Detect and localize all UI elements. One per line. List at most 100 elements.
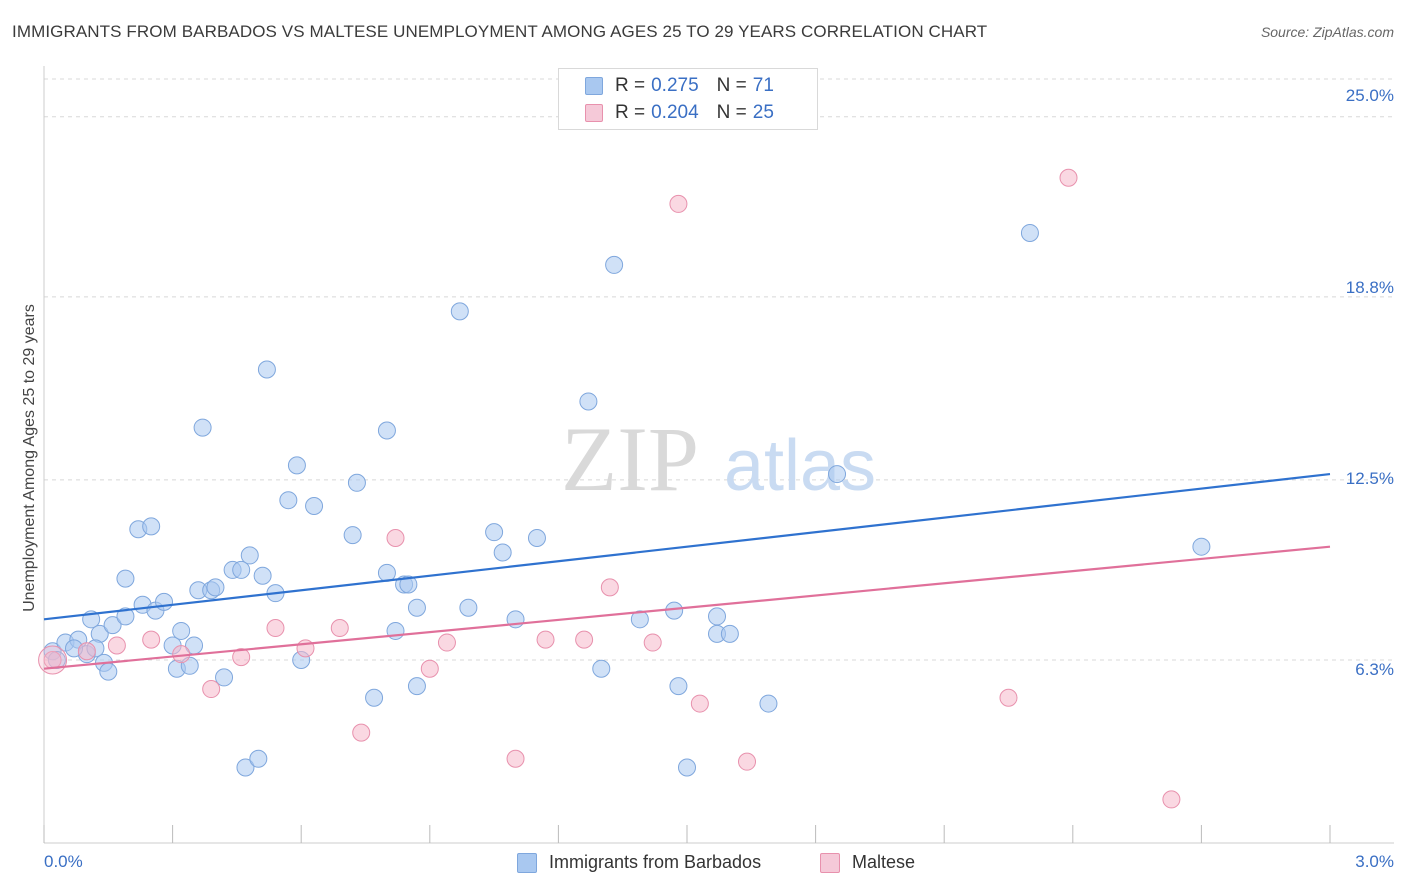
legend-item-barbados[interactable]: Immigrants from Barbados: [517, 852, 761, 873]
barbados-point: [116, 607, 135, 626]
barbados-point: [399, 575, 418, 594]
legend-swatch-blue: [585, 77, 603, 95]
x-tick-label-min: 0.0%: [44, 852, 83, 871]
legend-row-barbados: R = 0.275 N = 71: [585, 74, 774, 98]
barbados-point: [493, 543, 512, 562]
maltese-point: [600, 578, 619, 597]
barbados-point: [1192, 537, 1211, 556]
y-tick-label: 12.5%: [1345, 469, 1394, 488]
y-tick-label: 25.0%: [1345, 86, 1394, 105]
legend-item-label: Immigrants from Barbados: [549, 852, 762, 872]
maltese-point: [575, 630, 594, 649]
maltese-point: [202, 680, 221, 699]
maltese-point: [420, 659, 439, 678]
barbados-point: [630, 610, 649, 629]
barbados-point: [142, 517, 161, 536]
barbados-point: [236, 758, 255, 777]
barbados-point: [605, 255, 624, 274]
barbados-point: [343, 526, 362, 545]
legend-n-value: 71: [752, 75, 774, 96]
maltese-point: [536, 630, 555, 649]
maltese-point: [142, 630, 161, 649]
axis-layer: [43, 66, 1394, 844]
maltese-trend-line: [43, 545, 1331, 670]
barbados-trend-line: [43, 472, 1331, 621]
source-label: Source: ZipAtlas.com: [1260, 24, 1394, 40]
trend-layer: [43, 472, 1331, 670]
barbados-point: [1020, 223, 1039, 242]
barbados-point: [155, 592, 174, 611]
barbados-point: [759, 694, 778, 713]
legend-swatch-pink: [585, 104, 603, 122]
watermark-atlas: atlas: [724, 426, 876, 506]
maltese-point: [386, 528, 405, 547]
barbados-point: [450, 302, 469, 321]
maltese-point: [232, 648, 251, 667]
barbados-point: [377, 563, 396, 582]
points-layer: [38, 168, 1211, 809]
series-legend: Immigrants from Barbados Maltese: [0, 852, 1406, 878]
barbados-point: [828, 465, 847, 484]
maltese-point: [506, 749, 525, 768]
barbados-point: [527, 528, 546, 547]
barbados-point: [347, 473, 366, 492]
barbados-point: [305, 497, 324, 516]
legend-swatch-blue: [517, 852, 537, 873]
barbados-point: [116, 569, 135, 588]
barbados-point: [485, 523, 504, 542]
barbados-point: [708, 607, 727, 626]
maltese-point: [1059, 168, 1078, 187]
barbados-point: [720, 624, 739, 643]
maltese-point: [266, 619, 285, 638]
maltese-point: [669, 194, 688, 213]
legend-r-value: 0.204: [651, 102, 699, 123]
maltese-point: [738, 752, 757, 771]
barbados-point: [665, 601, 684, 620]
maltese-point: [77, 642, 96, 661]
barbados-point: [407, 677, 426, 696]
legend-item-maltese[interactable]: Maltese: [820, 852, 915, 873]
legend-item-label: Maltese: [852, 852, 916, 872]
barbados-point: [407, 598, 426, 617]
maltese-point: [690, 694, 709, 713]
barbados-point: [459, 598, 478, 617]
barbados-point: [253, 566, 272, 585]
barbados-point: [249, 749, 268, 768]
legend-swatch-pink: [820, 852, 840, 873]
legend-n-label: N =: [716, 102, 747, 123]
legend-r-value: 0.275: [651, 75, 699, 96]
correlation-legend: R = 0.275 N = 71 R = 0.204 N = 25: [558, 68, 818, 130]
barbados-point: [678, 758, 696, 777]
maltese-point: [107, 636, 126, 655]
watermark-zip: ZIP: [561, 408, 699, 510]
legend-row-maltese: R = 0.204 N = 25: [585, 101, 774, 125]
maltese-point: [999, 688, 1018, 707]
barbados-point: [193, 418, 212, 437]
barbados-point: [257, 360, 276, 379]
barbados-point: [240, 546, 259, 565]
maltese-point: [437, 633, 456, 652]
maltese-point: [643, 633, 662, 652]
barbados-point: [592, 659, 611, 678]
barbados-point: [287, 456, 306, 475]
barbados-point: [232, 560, 251, 579]
legend-n-value: 25: [752, 102, 774, 123]
y-tick-label: 6.3%: [1355, 660, 1394, 679]
maltese-point: [352, 723, 371, 742]
barbados-point: [99, 662, 118, 681]
chart-title: IMMIGRANTS FROM BARBADOS VS MALTESE UNEM…: [12, 22, 988, 41]
maltese-point: [330, 619, 349, 638]
legend-r-label: R =: [615, 102, 646, 123]
y-tick-label: 18.8%: [1345, 278, 1394, 297]
barbados-point: [579, 392, 598, 411]
watermark: ZIP atlas: [561, 408, 876, 510]
x-tick-label-max: 3.0%: [1355, 852, 1394, 871]
maltese-point-large: [38, 645, 68, 675]
barbados-point: [377, 421, 396, 440]
maltese-point: [1162, 790, 1181, 809]
barbados-point: [172, 621, 191, 640]
barbados-point: [279, 491, 298, 510]
barbados-point: [103, 616, 122, 635]
barbados-point: [215, 668, 234, 687]
